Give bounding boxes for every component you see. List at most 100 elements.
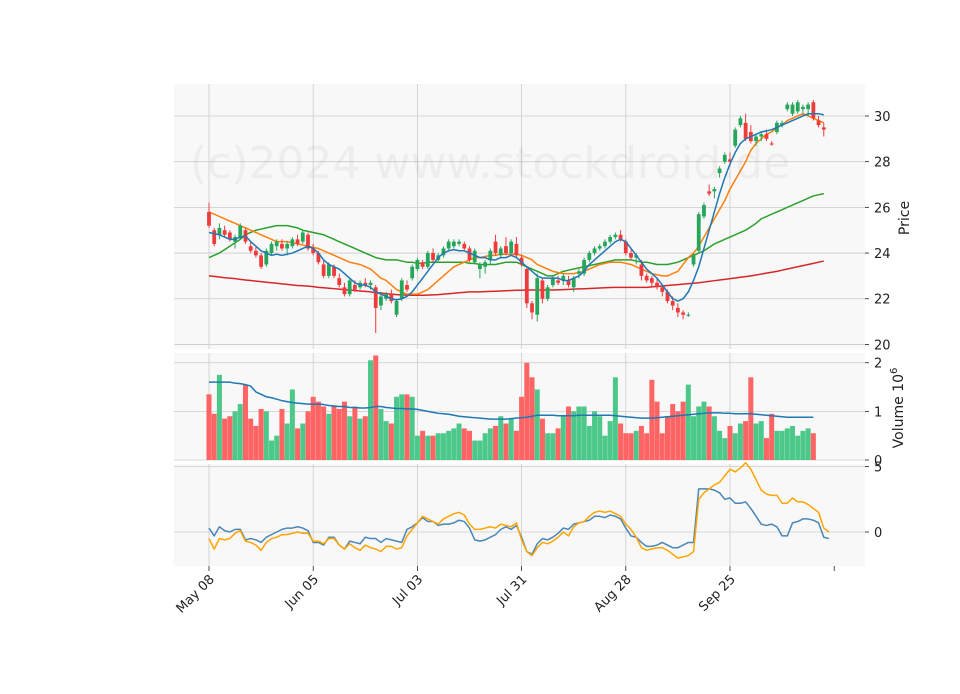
- price-panel: 20 22 24 26 28 30: [174, 84, 891, 353]
- volume-bar-115: [805, 428, 811, 460]
- candle-body-0: [207, 211, 211, 226]
- candle-body-72: [582, 259, 587, 274]
- volume-bar-11: [263, 411, 269, 460]
- volume-bar-60: [519, 396, 525, 460]
- volume-bar-94: [696, 406, 702, 460]
- candle-body-94: [696, 214, 701, 251]
- candle-body-85: [649, 278, 654, 283]
- candle-body-106: [759, 134, 764, 137]
- candle-body-51: [472, 250, 477, 263]
- volume-bar-93: [691, 416, 697, 460]
- candle-body-103: [743, 122, 748, 139]
- candle-body-2: [217, 227, 222, 235]
- candle-body-8: [248, 246, 253, 251]
- candle-body-99: [722, 154, 727, 162]
- candle-body-68: [561, 275, 566, 281]
- candle-body-6: [238, 225, 243, 238]
- volume-bar-61: [524, 362, 530, 460]
- candle-body-30: [363, 282, 368, 286]
- candle-body-110: [780, 122, 784, 126]
- volume-bar-7: [242, 384, 248, 460]
- candle-body-43: [431, 253, 435, 260]
- candle-body-66: [550, 278, 555, 286]
- volume-bar-92: [685, 384, 691, 460]
- volume-bar-97: [711, 416, 717, 460]
- x-tick-label-3: Jul 31: [493, 572, 530, 609]
- volume-bar-84: [644, 433, 650, 460]
- candle-body-36: [394, 301, 399, 315]
- candle-body-3: [222, 230, 227, 235]
- candle-body-87: [660, 287, 665, 292]
- candle-body-86: [655, 282, 659, 288]
- volume-bar-6: [237, 404, 243, 460]
- volume-bar-2: [216, 374, 222, 460]
- volume-bar-8: [248, 418, 254, 460]
- candle-body-75: [597, 246, 602, 249]
- volume-bar-72: [581, 406, 587, 460]
- candle-body-20: [311, 248, 316, 254]
- candle-body-13: [274, 241, 279, 247]
- volume-bar-53: [482, 433, 488, 460]
- candle-body-41: [420, 262, 425, 267]
- volume-bar-45: [440, 433, 446, 460]
- candle-body-26: [342, 287, 347, 295]
- volume-bar-38: [404, 394, 410, 460]
- candle-body-27: [347, 280, 352, 295]
- volume-bar-83: [638, 425, 644, 460]
- candle-body-117: [816, 120, 821, 126]
- oscillator-line-1: [208, 461, 830, 559]
- volume-bar-88: [664, 416, 670, 460]
- candle-body-112: [790, 104, 795, 114]
- candle-body-96: [707, 191, 712, 194]
- volume-bar-114: [800, 430, 806, 460]
- price-background: [174, 84, 865, 349]
- candle-body-83: [639, 264, 644, 276]
- volume-bar-98: [717, 430, 723, 460]
- candle-body-54: [488, 250, 493, 260]
- candle-body-47: [451, 241, 456, 247]
- volume-bar-67: [555, 428, 561, 460]
- candle-body-1: [212, 230, 217, 244]
- x-tick-label-2: Jul 03: [389, 572, 426, 609]
- candle-body-32: [373, 287, 378, 308]
- candle-body-74: [592, 248, 597, 254]
- candle-body-56: [498, 248, 503, 256]
- volume-bar-90: [675, 411, 681, 460]
- volume-bar-74: [592, 411, 598, 460]
- candle-body-97: [712, 189, 717, 192]
- volume-axis-label-exponent: 6: [889, 368, 900, 374]
- candle-body-64: [540, 280, 545, 299]
- volume-bar-3: [222, 418, 228, 460]
- candle-body-92: [686, 314, 691, 316]
- candle-body-10: [259, 255, 263, 267]
- candle-body-91: [681, 312, 686, 315]
- volume-bar-9: [253, 425, 259, 460]
- candle-body-71: [577, 271, 581, 274]
- volume-bar-51: [472, 440, 478, 460]
- oscillator-tick-label-0: 0: [874, 526, 882, 541]
- volume-bar-116: [810, 433, 816, 460]
- volume-bar-55: [493, 425, 499, 460]
- volume-bar-77: [607, 421, 613, 460]
- volume-tick-label-0: 0: [874, 454, 882, 469]
- candle-body-63: [535, 278, 540, 315]
- volume-bar-54: [487, 428, 493, 460]
- candle-body-45: [441, 248, 446, 256]
- volume-bar-100: [727, 425, 733, 460]
- volume-bar-28: [352, 406, 358, 460]
- ma-long-line: [208, 260, 824, 297]
- volume-bar-58: [508, 418, 514, 460]
- volume-bar-20: [310, 396, 316, 460]
- volume-bar-56: [498, 416, 504, 460]
- price-tick-label-20: 20: [874, 338, 891, 353]
- candle-body-46: [446, 241, 451, 249]
- candle-body-53: [483, 262, 488, 267]
- volume-bar-109: [774, 430, 780, 460]
- candle-body-12: [269, 243, 274, 254]
- volume-bar-34: [383, 421, 389, 460]
- volume-bar-36: [394, 396, 400, 460]
- ma-fast-line: [208, 112, 824, 302]
- volume-bar-101: [732, 433, 738, 460]
- candle-body-84: [644, 275, 649, 281]
